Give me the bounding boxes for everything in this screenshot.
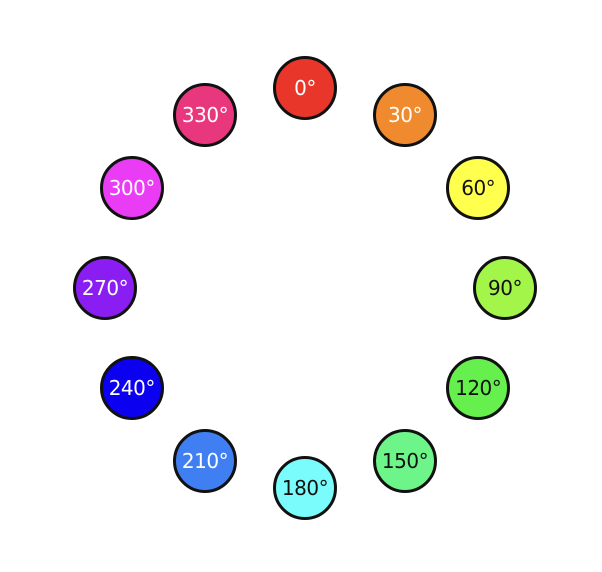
hue-swatch-30[interactable]: 30° — [373, 82, 437, 147]
hue-swatch-270[interactable]: 270° — [73, 256, 137, 320]
hue-swatch-330[interactable]: 330° — [173, 82, 237, 147]
hue-swatch-210[interactable]: 210° — [173, 429, 237, 494]
hue-swatch-0[interactable]: 0° — [273, 56, 337, 120]
hue-swatch-label: 150° — [381, 449, 429, 474]
hue-swatch-240[interactable]: 240° — [99, 356, 164, 420]
hue-swatch-label: 330° — [181, 102, 229, 127]
hue-swatch-120[interactable]: 120° — [446, 356, 511, 420]
hue-swatch-150[interactable]: 150° — [373, 429, 437, 494]
hue-swatch-label: 180° — [281, 476, 329, 500]
hue-swatch-90[interactable]: 90° — [473, 256, 537, 320]
hue-swatch-label: 90° — [488, 276, 522, 300]
hue-swatch-label: 210° — [181, 449, 229, 474]
hue-swatch-label: 30° — [388, 102, 422, 127]
hue-swatch-label: 270° — [81, 276, 129, 300]
hue-swatch-300[interactable]: 300° — [99, 156, 164, 220]
hue-swatch-label: 300° — [108, 176, 156, 200]
hue-swatch-label: 120° — [455, 376, 502, 400]
hue-swatch-label: 240° — [108, 376, 156, 400]
hue-swatch-180[interactable]: 180° — [273, 456, 337, 520]
hue-swatch-label: 0° — [294, 76, 316, 100]
hue-swatch-label: 60° — [461, 176, 496, 200]
hue-swatch-60[interactable]: 60° — [446, 156, 511, 220]
